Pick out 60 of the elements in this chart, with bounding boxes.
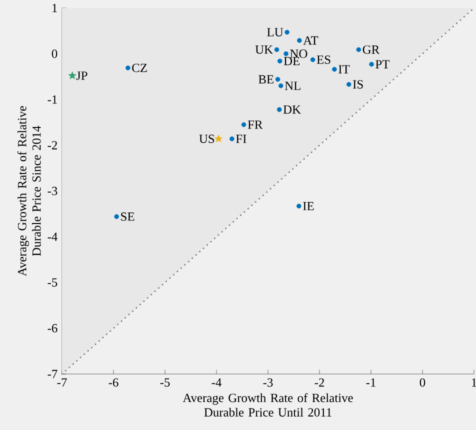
annotation: LU — [267, 28, 284, 36]
annotation: NO — [290, 50, 308, 58]
x-axis-title: Average Growth Rate of Relative Durable Price Until 2011 — [182, 393, 353, 417]
point — [114, 214, 119, 220]
point — [276, 107, 282, 112]
point — [126, 66, 130, 70]
point — [356, 47, 362, 52]
point — [214, 134, 223, 142]
point — [284, 30, 290, 35]
annotation: AT — [303, 36, 318, 45]
y-tick-label: -6 — [48, 324, 58, 332]
annotation: FI — [236, 134, 246, 143]
point — [297, 38, 302, 43]
point — [278, 83, 284, 88]
annotation: PT — [376, 60, 390, 68]
y-axis-title: Average Growth Rate of Relative Durable Price Since 2014 — [17, 106, 41, 276]
point — [68, 72, 76, 80]
annotation: DE — [284, 56, 300, 66]
point — [332, 66, 337, 72]
point — [277, 58, 282, 64]
point — [310, 57, 316, 62]
x-tick-label: -2 — [314, 378, 324, 387]
point — [275, 76, 280, 82]
annotation: US — [199, 134, 214, 144]
annotation: DK — [283, 105, 301, 114]
y-tick-label: -2 — [48, 141, 57, 150]
point — [369, 62, 374, 67]
y-tick-label: -4 — [48, 232, 58, 241]
x-tick-label: -5 — [160, 378, 170, 387]
point — [241, 122, 246, 128]
x-tick-label: 1 — [472, 378, 476, 387]
x-tick-label: -6 — [108, 378, 118, 387]
annotation: ES — [316, 56, 330, 64]
annotation: IT — [338, 65, 350, 74]
y-tick-label: -3 — [48, 186, 58, 196]
annotation: GR — [362, 45, 380, 54]
annotation: IS — [353, 80, 363, 89]
annotation: SE — [121, 212, 134, 221]
annotation: NL — [284, 82, 300, 90]
y-tick-label: 1 — [52, 4, 57, 12]
point — [346, 82, 352, 87]
point — [284, 51, 288, 56]
y-tick-label: -1 — [48, 95, 57, 104]
point — [230, 136, 234, 142]
y-tick-label: -5 — [48, 278, 58, 287]
y-tick-label: -7 — [48, 370, 58, 378]
annotation: UK — [255, 45, 273, 54]
annotation: BE — [258, 75, 274, 84]
x-tick-label: -3 — [263, 378, 273, 387]
annotation: IE — [303, 202, 314, 210]
annotation: FR — [248, 120, 263, 129]
x-tick-label: -7 — [57, 378, 67, 387]
x-tick-label: 0 — [420, 378, 426, 387]
x-tick-label: -1 — [366, 378, 376, 387]
point — [296, 204, 302, 208]
y-tick-label: 0 — [52, 50, 58, 58]
point — [274, 47, 280, 52]
annotation: CZ — [132, 64, 147, 72]
x-tick-label: -4 — [212, 378, 222, 387]
annotation: JP — [76, 72, 88, 80]
